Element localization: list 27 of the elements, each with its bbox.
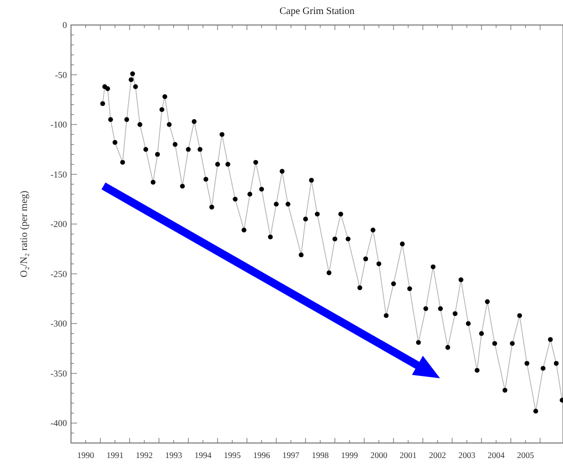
x-tick-label: 2001 xyxy=(400,450,417,460)
x-tick-label: 1995 xyxy=(224,450,241,460)
x-tick-label: 1996 xyxy=(253,450,270,460)
y-tick-label: -200 xyxy=(50,219,68,230)
x-tick-label: 1994 xyxy=(194,450,212,460)
x-tick-label: 1999 xyxy=(341,450,358,460)
y-tick-label: -350 xyxy=(50,368,68,378)
x-tick-label: 2005 xyxy=(516,450,534,460)
y-axis-title: O₂/N₂ ratio (per meg) xyxy=(19,190,30,278)
x-tick-label: 1992 xyxy=(136,450,153,460)
x-tick-label: 2002 xyxy=(429,450,446,460)
x-tick-label: 1997 xyxy=(282,450,300,460)
y-tick-label: -100 xyxy=(50,120,68,130)
x-tick-label: 1993 xyxy=(165,450,182,460)
x-tick-label: 2004 xyxy=(488,450,506,460)
y-tick-label: -50 xyxy=(55,70,68,80)
y-tick-label: -250 xyxy=(50,268,68,279)
y-tick-label: -400 xyxy=(50,418,68,428)
x-tick-label: 2000 xyxy=(370,450,388,460)
x-tick-label: 2003 xyxy=(458,450,476,460)
y-tick-label: -300 xyxy=(50,318,68,329)
y-tick-label: 0 xyxy=(62,20,68,30)
x-tick-label: 1991 xyxy=(106,450,124,460)
x-tick-label: 1998 xyxy=(312,450,329,460)
x-tick-label: 1990 xyxy=(77,450,94,460)
chart-title: Cape Grim Station xyxy=(280,6,354,17)
y-tick-label: -150 xyxy=(50,169,68,180)
